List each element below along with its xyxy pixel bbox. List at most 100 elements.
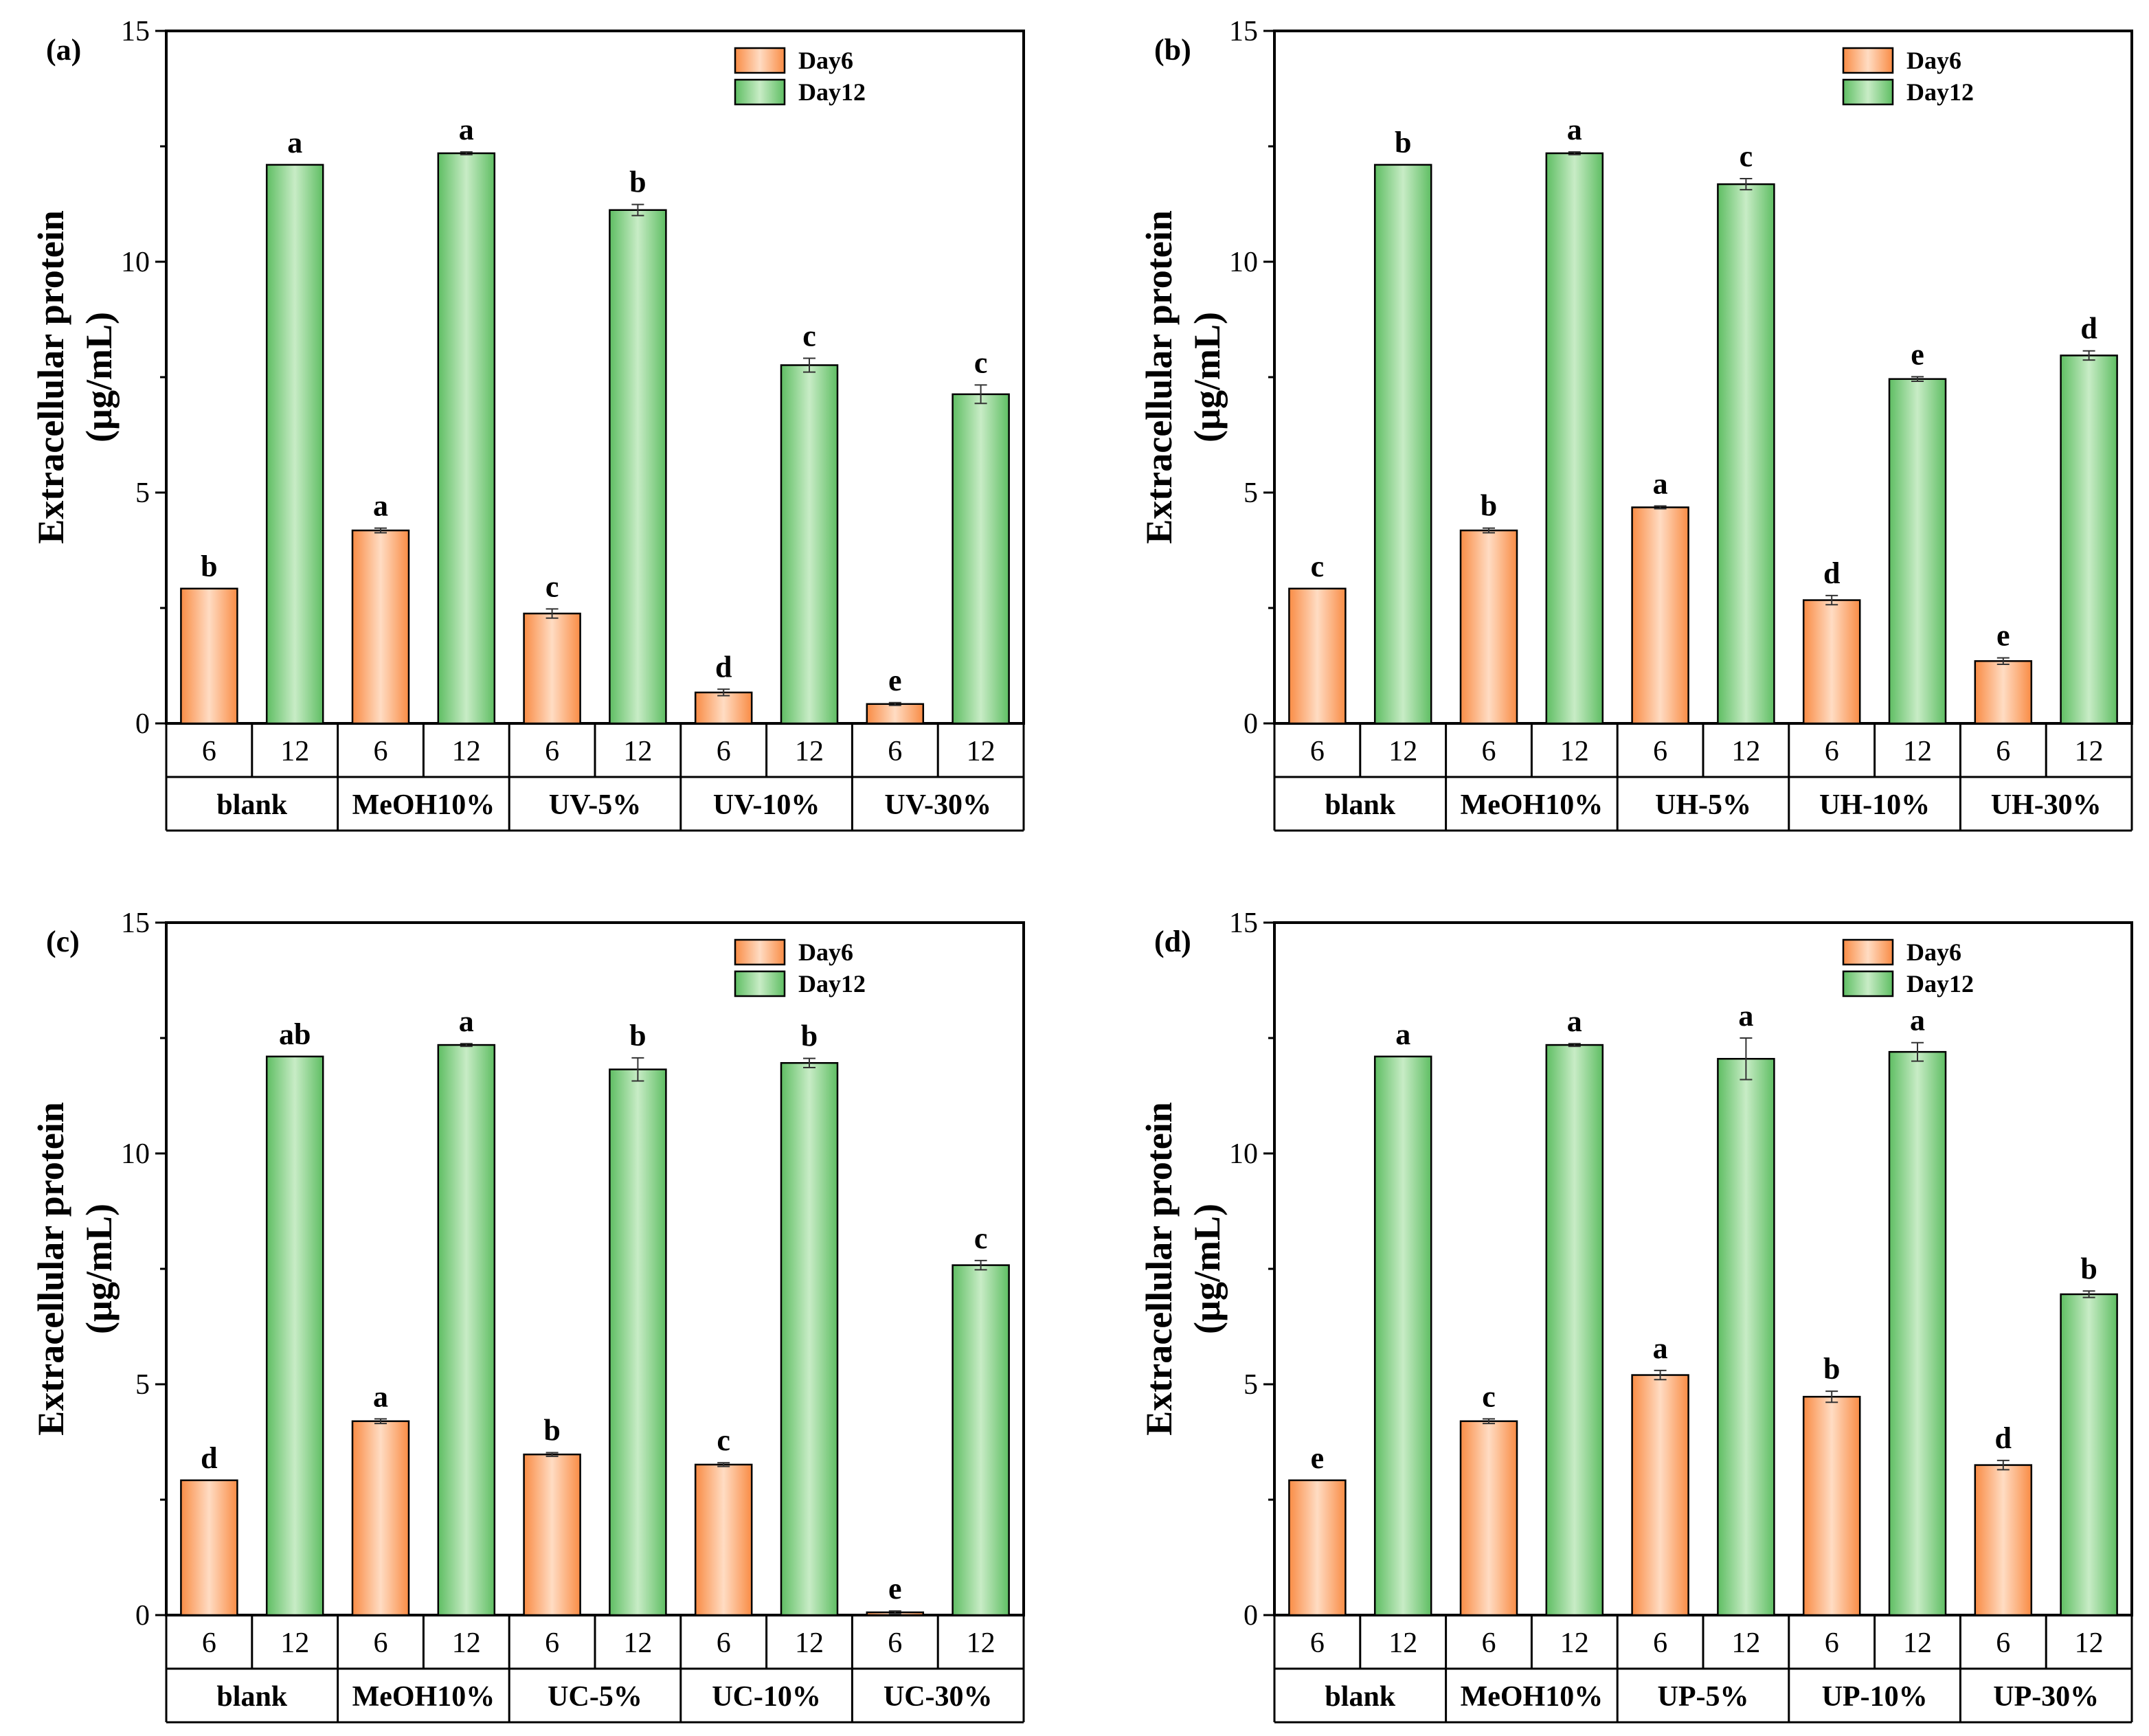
significance-letter: c: [802, 319, 816, 352]
significance-letter: c: [974, 346, 988, 379]
significance-letter: a: [459, 113, 474, 146]
significance-letter: e: [1996, 619, 2010, 653]
day-label: 6: [545, 736, 559, 767]
significance-letter: c: [545, 570, 559, 603]
bar-day6-3: [1802, 1395, 1861, 1616]
y-tick-label: 0: [135, 1600, 150, 1632]
y-tick-label: 5: [135, 1369, 150, 1401]
chart-panel-1: (a) Extracellular protein (µg/mL) 0 5 10 15 b a c…: [30, 16, 1025, 832]
significance-letter: a: [1910, 1004, 1925, 1037]
day-label: 12: [1731, 1627, 1760, 1659]
y-axis-label-line2: (µg/mL): [78, 312, 120, 442]
group-label: UC-5%: [548, 1681, 642, 1713]
significance-letter: a: [373, 489, 388, 523]
y-axis-label-line2: (µg/mL): [1186, 1204, 1228, 1334]
y-axis-label-line1: Extracellular protein: [1138, 1102, 1180, 1435]
legend-label: Day12: [798, 78, 866, 106]
significance-letter: e: [1911, 337, 1924, 371]
day-label: 12: [1560, 1627, 1589, 1659]
day-label: 12: [1903, 736, 1932, 767]
day-label: 6: [717, 1627, 731, 1659]
day-label: 12: [967, 736, 995, 767]
day-label: 12: [280, 736, 309, 767]
day-label: 6: [717, 736, 731, 767]
bar-day12-4: [952, 393, 1010, 725]
bar-day12-1: [1545, 1044, 1604, 1616]
y-tick-label: 15: [121, 16, 150, 47]
group-label: UH-5%: [1655, 789, 1751, 821]
panel-label: (b): [1154, 33, 1191, 67]
significance-letter: a: [373, 1379, 388, 1413]
bar-day12-4: [2060, 1293, 2118, 1616]
bar-day6-0: [1288, 587, 1347, 725]
legend-label: Day6: [1906, 47, 1961, 74]
day-label: 12: [623, 1627, 652, 1659]
significance-letter: e: [888, 1572, 902, 1605]
bar-day6-1: [351, 529, 410, 725]
y-axis-label-line2: (µg/mL): [78, 1204, 120, 1334]
bar-day12-0: [265, 164, 324, 725]
bar-day6-3: [694, 691, 753, 725]
day-label: 6: [1482, 1627, 1496, 1659]
day-label: 6: [1996, 1627, 2010, 1659]
legend-label: Day6: [1906, 938, 1961, 966]
bar-day6-2: [1631, 1374, 1689, 1616]
day-label: 12: [795, 736, 824, 767]
legend-swatch-day6: [1842, 47, 1894, 74]
bar-day6-0: [1288, 1479, 1347, 1616]
chart-panel-2: (b) Extracellular protein (µg/mL) 0 5 10 15 c b a…: [1138, 16, 2133, 832]
significance-letter: d: [201, 1441, 217, 1475]
y-axis-label-line1: Extracellular protein: [30, 1102, 71, 1435]
y-axis-title: Extracellular protein (µg/mL): [1138, 210, 1228, 543]
bar-day6-2: [1631, 506, 1689, 725]
day-label: 6: [1310, 736, 1325, 767]
significance-letter: a: [1653, 1331, 1668, 1365]
significance-letter: d: [1823, 556, 1840, 590]
significance-letter: d: [2080, 312, 2097, 346]
significance-letter: b: [629, 1019, 646, 1052]
significance-letter: c: [1740, 139, 1753, 173]
legend-swatch-day12: [1842, 78, 1894, 106]
bar-day12-4: [952, 1264, 1010, 1616]
legend-label: Day12: [1906, 970, 1974, 997]
significance-letter: a: [1567, 1004, 1582, 1038]
group-label: MeOH10%: [1461, 1681, 1604, 1713]
chart-panel-4: (d) Extracellular protein (µg/mL) 0 5 10 15 e c a…: [1138, 908, 2133, 1724]
day-label: 12: [280, 1627, 309, 1659]
legend-swatch-day12: [734, 78, 786, 106]
panel-label: (a): [46, 33, 81, 67]
legend-swatch-day12: [734, 970, 786, 997]
significance-letter: d: [1995, 1421, 2012, 1455]
y-tick-label: 0: [1244, 1600, 1258, 1632]
bar-day12-3: [1888, 1050, 1947, 1616]
y-axis-label-line1: Extracellular protein: [1138, 210, 1180, 543]
bar-day6-1: [1459, 529, 1518, 725]
significance-letter: a: [459, 1004, 474, 1038]
day-label: 6: [374, 1627, 388, 1659]
day-label: 12: [1388, 1627, 1417, 1659]
significance-letter: a: [1567, 113, 1582, 146]
group-label: UV-30%: [884, 789, 991, 821]
bar-day12-2: [1717, 183, 1775, 725]
day-label: 12: [1388, 736, 1417, 767]
legend-swatch-day6: [734, 47, 786, 74]
y-tick-label: 10: [121, 247, 150, 278]
bar-day6-2: [523, 1453, 581, 1616]
significance-letter: b: [629, 166, 646, 199]
bar-day6-0: [180, 1479, 238, 1616]
y-tick-label: 5: [1244, 477, 1258, 509]
bar-day6-4: [1974, 1464, 2033, 1616]
panel-label: (d): [1154, 925, 1191, 958]
significance-letter: c: [1482, 1379, 1496, 1413]
bar-day12-2: [609, 1068, 667, 1616]
group-label: blank: [216, 789, 287, 821]
y-tick-label: 10: [1229, 1138, 1258, 1170]
day-label: 6: [202, 1627, 216, 1659]
y-axis-label-line1: Extracellular protein: [30, 210, 71, 543]
day-label: 6: [1653, 736, 1667, 767]
y-tick-label: 0: [135, 708, 150, 740]
legend-label: Day12: [798, 970, 866, 997]
group-label: UP-30%: [1993, 1681, 2099, 1713]
significance-letter: a: [1738, 999, 1753, 1033]
significance-letter: b: [801, 1019, 818, 1053]
